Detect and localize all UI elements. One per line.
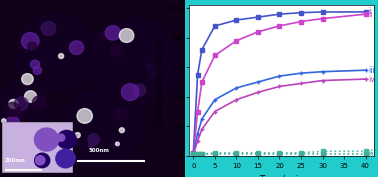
Circle shape — [88, 144, 92, 148]
Circle shape — [119, 29, 134, 42]
Circle shape — [6, 116, 20, 130]
Circle shape — [56, 149, 75, 168]
Circle shape — [22, 33, 39, 49]
Circle shape — [105, 26, 121, 40]
Text: iv: iv — [368, 75, 375, 84]
Circle shape — [87, 18, 180, 106]
Circle shape — [69, 41, 84, 54]
Text: vi: vi — [368, 150, 375, 159]
Circle shape — [9, 99, 18, 108]
Text: i: i — [368, 7, 370, 16]
Text: 500nm: 500nm — [89, 148, 110, 153]
Text: v: v — [368, 147, 372, 156]
Circle shape — [15, 14, 96, 92]
Circle shape — [76, 142, 81, 146]
Circle shape — [28, 42, 37, 51]
Circle shape — [121, 84, 139, 101]
Circle shape — [25, 91, 37, 102]
Circle shape — [99, 33, 107, 40]
Circle shape — [147, 63, 153, 70]
Circle shape — [116, 142, 119, 146]
Circle shape — [133, 84, 146, 96]
Circle shape — [119, 128, 124, 133]
Circle shape — [59, 54, 64, 59]
X-axis label: Time / min: Time / min — [259, 175, 304, 177]
Circle shape — [77, 109, 92, 123]
Text: ii: ii — [368, 10, 372, 19]
Circle shape — [88, 134, 99, 145]
Circle shape — [41, 22, 56, 35]
Circle shape — [57, 130, 76, 149]
Text: iii: iii — [368, 66, 375, 75]
Circle shape — [61, 88, 143, 166]
Circle shape — [110, 44, 123, 57]
Circle shape — [5, 102, 20, 117]
Circle shape — [33, 66, 42, 74]
Circle shape — [33, 96, 46, 109]
Circle shape — [75, 133, 80, 138]
Y-axis label: Decolorization rate (%): Decolorization rate (%) — [156, 36, 165, 125]
Circle shape — [116, 108, 127, 119]
Circle shape — [8, 106, 22, 120]
Circle shape — [14, 97, 28, 111]
Text: 200nm: 200nm — [5, 158, 25, 163]
Circle shape — [2, 119, 6, 123]
Circle shape — [35, 153, 50, 168]
Circle shape — [34, 128, 59, 151]
Circle shape — [36, 156, 45, 165]
Circle shape — [151, 72, 156, 76]
Circle shape — [22, 74, 33, 85]
Circle shape — [57, 134, 65, 141]
FancyBboxPatch shape — [2, 122, 72, 172]
Circle shape — [31, 60, 40, 69]
Circle shape — [0, 80, 50, 133]
